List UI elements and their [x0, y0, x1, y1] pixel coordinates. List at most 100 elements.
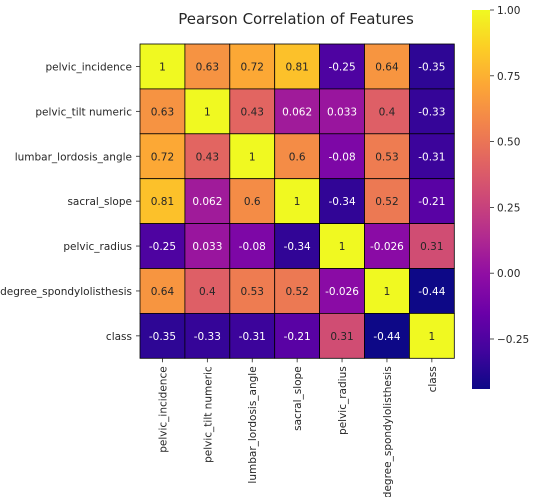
row-label: pelvic_incidence [46, 61, 132, 73]
row-label: pelvic_radius [63, 241, 132, 253]
cell-value-label: 0.63 [151, 106, 174, 118]
cell-value-label: -0.31 [418, 151, 445, 163]
heatmap-cell [184, 178, 231, 224]
cell-value-label: -0.33 [194, 331, 221, 343]
heatmap-cell [229, 43, 276, 90]
column-label: pelvic_radius [337, 366, 349, 435]
cell-value-label: 1 [294, 196, 301, 208]
heatmap-cell [139, 178, 186, 224]
cell-value-label: 0.033 [327, 106, 357, 118]
cell-value-label: 1 [384, 286, 391, 298]
column-label: pelvic_tilt numeric [202, 366, 214, 463]
cell-value-label: -0.35 [149, 331, 176, 343]
heatmap-cell [364, 178, 410, 224]
heatmap-cell [274, 178, 321, 224]
heatmap-cell [274, 268, 321, 314]
cell-value-label: 1 [204, 106, 211, 118]
heatmap-cell [319, 88, 365, 135]
cell-value-label: -0.31 [239, 331, 266, 343]
cell-value-label: -0.34 [284, 241, 311, 253]
cell-value-label: 0.6 [289, 151, 306, 163]
colorbar-tick-label: 1.00 [497, 5, 520, 17]
heatmap-cell [319, 312, 365, 359]
heatmap-cell [319, 268, 365, 314]
heatmap-cell [139, 312, 186, 359]
heatmap-cell [408, 178, 455, 224]
colorbar-tick-label: 0.75 [497, 71, 520, 83]
cell-value-label: 0.033 [192, 241, 222, 253]
column-label: pelvic_incidence [157, 366, 169, 452]
cell-value-label: -0.026 [370, 241, 404, 253]
heatmap-cell [364, 312, 410, 359]
heatmap-cells: 1 0.63 0.72 0.81 -0.25 0.64 -0.35 0.63 1 0.43 0.06… [139, 43, 455, 359]
cell-value-label: 0.72 [151, 151, 174, 163]
heatmap-cell [229, 312, 276, 359]
column-label: sacral_slope [292, 366, 304, 431]
cell-value-label: 1 [339, 241, 346, 253]
heatmap-cell [408, 88, 455, 135]
colorbar-tick-label: 0.25 [497, 202, 520, 214]
cell-value-label: 0.81 [151, 196, 174, 208]
heatmap-cell [364, 43, 410, 90]
cell-value-label: 0.52 [375, 196, 398, 208]
heatmap-cell [184, 268, 231, 314]
cell-value-label: 0.6 [244, 196, 261, 208]
column-labels: pelvic_incidence pelvic_tilt numeric lumba… [157, 358, 439, 497]
cell-value-label: -0.21 [284, 331, 311, 343]
heatmap-cell [139, 268, 186, 314]
heatmap-cell [274, 133, 321, 180]
column-label: degree_spondylolisthesis [382, 366, 394, 497]
cell-value-label: 0.63 [196, 61, 219, 73]
cell-value-label: 0.53 [241, 286, 264, 298]
cell-value-label: -0.25 [328, 61, 355, 73]
cell-value-label: 0.72 [241, 61, 264, 73]
cell-value-label: -0.08 [239, 241, 266, 253]
column-label: lumbar_lordosis_angle [247, 366, 259, 483]
cell-value-label: -0.34 [328, 196, 355, 208]
heatmap-cell [139, 43, 186, 90]
column-label: class [427, 366, 439, 392]
row-label: sacral_slope [67, 196, 132, 208]
heatmap-cell [229, 88, 276, 135]
chart-title: Pearson Correlation of Features [178, 10, 414, 28]
cell-value-label: 1 [249, 151, 256, 163]
cell-value-label: 0.81 [285, 61, 308, 73]
cell-value-label: 1 [429, 331, 436, 343]
cell-value-label: 0.4 [379, 106, 396, 118]
cell-value-label: 0.64 [375, 61, 399, 73]
heatmap-cell [364, 133, 410, 180]
cell-value-label: 0.52 [285, 286, 308, 298]
cell-value-label: -0.33 [418, 106, 445, 118]
cell-value-label: 0.4 [199, 286, 216, 298]
heatmap-cell [184, 43, 231, 90]
colorbar-gradient [472, 10, 490, 389]
colorbar-tick-label: −0.25 [497, 334, 529, 346]
cell-value-label: -0.25 [149, 241, 176, 253]
heatmap-cell [229, 133, 276, 180]
colorbar: 1.00 0.75 0.50 0.25 0.00 −0.25 [472, 5, 529, 389]
row-label: class [106, 331, 132, 343]
row-label: pelvic_tilt numeric [35, 106, 132, 118]
cell-value-label: 0.062 [282, 106, 312, 118]
heatmap-cell [229, 223, 276, 269]
cell-value-label: 0.31 [420, 241, 443, 253]
cell-value-label: -0.08 [328, 151, 355, 163]
cell-value-label: -0.35 [418, 61, 445, 73]
cell-value-label: -0.21 [418, 196, 445, 208]
cell-value-label: -0.44 [373, 331, 400, 343]
row-label: lumbar_lordosis_angle [15, 151, 132, 163]
cell-value-label: 0.43 [241, 106, 264, 118]
cell-value-label: -0.026 [325, 286, 359, 298]
heatmap-cell [319, 133, 365, 180]
colorbar-tick-label: 0.00 [497, 268, 520, 280]
cell-value-label: 0.31 [330, 331, 353, 343]
cell-value-label: -0.44 [418, 286, 445, 298]
heatmap-cell [408, 268, 455, 314]
cell-value-label: 1 [159, 61, 166, 73]
row-labels: pelvic_incidence pelvic_tilt numeric lumba… [0, 61, 140, 343]
cell-value-label: 0.062 [192, 196, 222, 208]
cell-value-label: 0.43 [196, 151, 219, 163]
cell-value-label: 0.53 [375, 151, 398, 163]
heatmap-cell [408, 312, 455, 359]
